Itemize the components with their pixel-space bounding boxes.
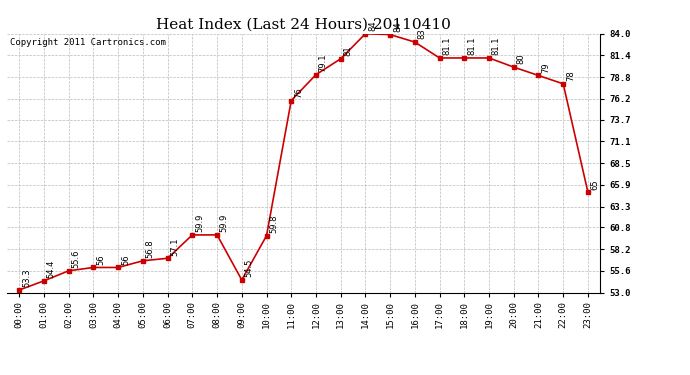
Text: 76: 76 bbox=[294, 87, 303, 98]
Text: 83: 83 bbox=[417, 28, 426, 39]
Text: 57.1: 57.1 bbox=[170, 237, 179, 255]
Text: 81.1: 81.1 bbox=[442, 37, 451, 55]
Text: 80: 80 bbox=[517, 54, 526, 64]
Text: 59.9: 59.9 bbox=[220, 214, 229, 232]
Text: 56.8: 56.8 bbox=[146, 239, 155, 258]
Text: 81.1: 81.1 bbox=[492, 37, 501, 55]
Text: 81.1: 81.1 bbox=[467, 37, 476, 55]
Text: 56: 56 bbox=[96, 254, 105, 265]
Text: Copyright 2011 Cartronics.com: Copyright 2011 Cartronics.com bbox=[10, 38, 166, 46]
Text: 53.3: 53.3 bbox=[22, 268, 31, 287]
Title: Heat Index (Last 24 Hours) 20110410: Heat Index (Last 24 Hours) 20110410 bbox=[156, 17, 451, 31]
Text: 59.8: 59.8 bbox=[269, 214, 278, 233]
Text: 84: 84 bbox=[393, 21, 402, 32]
Text: 56: 56 bbox=[121, 254, 130, 265]
Text: 79.1: 79.1 bbox=[319, 53, 328, 72]
Text: 54.5: 54.5 bbox=[244, 259, 253, 277]
Text: 54.4: 54.4 bbox=[47, 260, 56, 278]
Text: 65: 65 bbox=[591, 179, 600, 189]
Text: 55.6: 55.6 bbox=[72, 249, 81, 268]
Text: 84: 84 bbox=[368, 20, 377, 31]
Text: 81: 81 bbox=[344, 45, 353, 56]
Text: 79: 79 bbox=[541, 62, 550, 73]
Text: 78: 78 bbox=[566, 70, 575, 81]
Text: 59.9: 59.9 bbox=[195, 214, 204, 232]
